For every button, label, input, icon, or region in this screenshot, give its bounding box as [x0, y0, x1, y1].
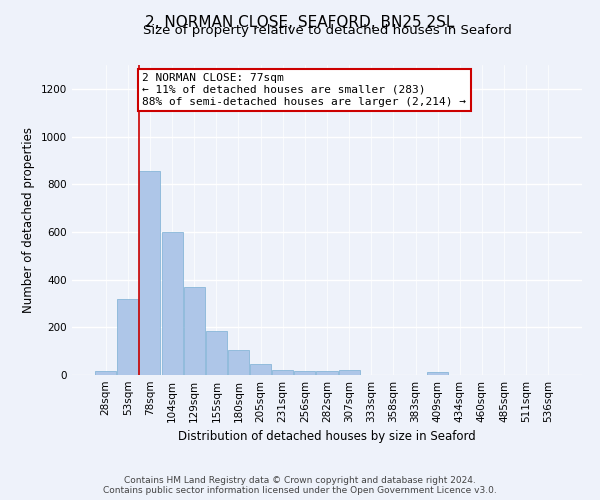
Bar	[250, 364, 271, 375]
Bar	[161, 232, 182, 375]
Text: 2 NORMAN CLOSE: 77sqm
← 11% of detached houses are smaller (283)
88% of semi-det: 2 NORMAN CLOSE: 77sqm ← 11% of detached …	[142, 74, 466, 106]
Bar	[118, 298, 139, 375]
Text: Contains HM Land Registry data © Crown copyright and database right 2024.
Contai: Contains HM Land Registry data © Crown c…	[103, 476, 497, 495]
Title: Size of property relative to detached houses in Seaford: Size of property relative to detached ho…	[143, 24, 511, 38]
X-axis label: Distribution of detached houses by size in Seaford: Distribution of detached houses by size …	[178, 430, 476, 444]
Bar	[228, 350, 249, 375]
Bar	[184, 287, 205, 375]
Bar	[316, 370, 338, 375]
Bar	[206, 331, 227, 375]
Bar	[272, 370, 293, 375]
Bar	[295, 370, 316, 375]
Bar	[427, 372, 448, 375]
Bar	[139, 171, 160, 375]
Text: 2, NORMAN CLOSE, SEAFORD, BN25 2SL: 2, NORMAN CLOSE, SEAFORD, BN25 2SL	[145, 15, 455, 30]
Bar	[95, 372, 116, 375]
Bar	[338, 370, 359, 375]
Y-axis label: Number of detached properties: Number of detached properties	[22, 127, 35, 313]
